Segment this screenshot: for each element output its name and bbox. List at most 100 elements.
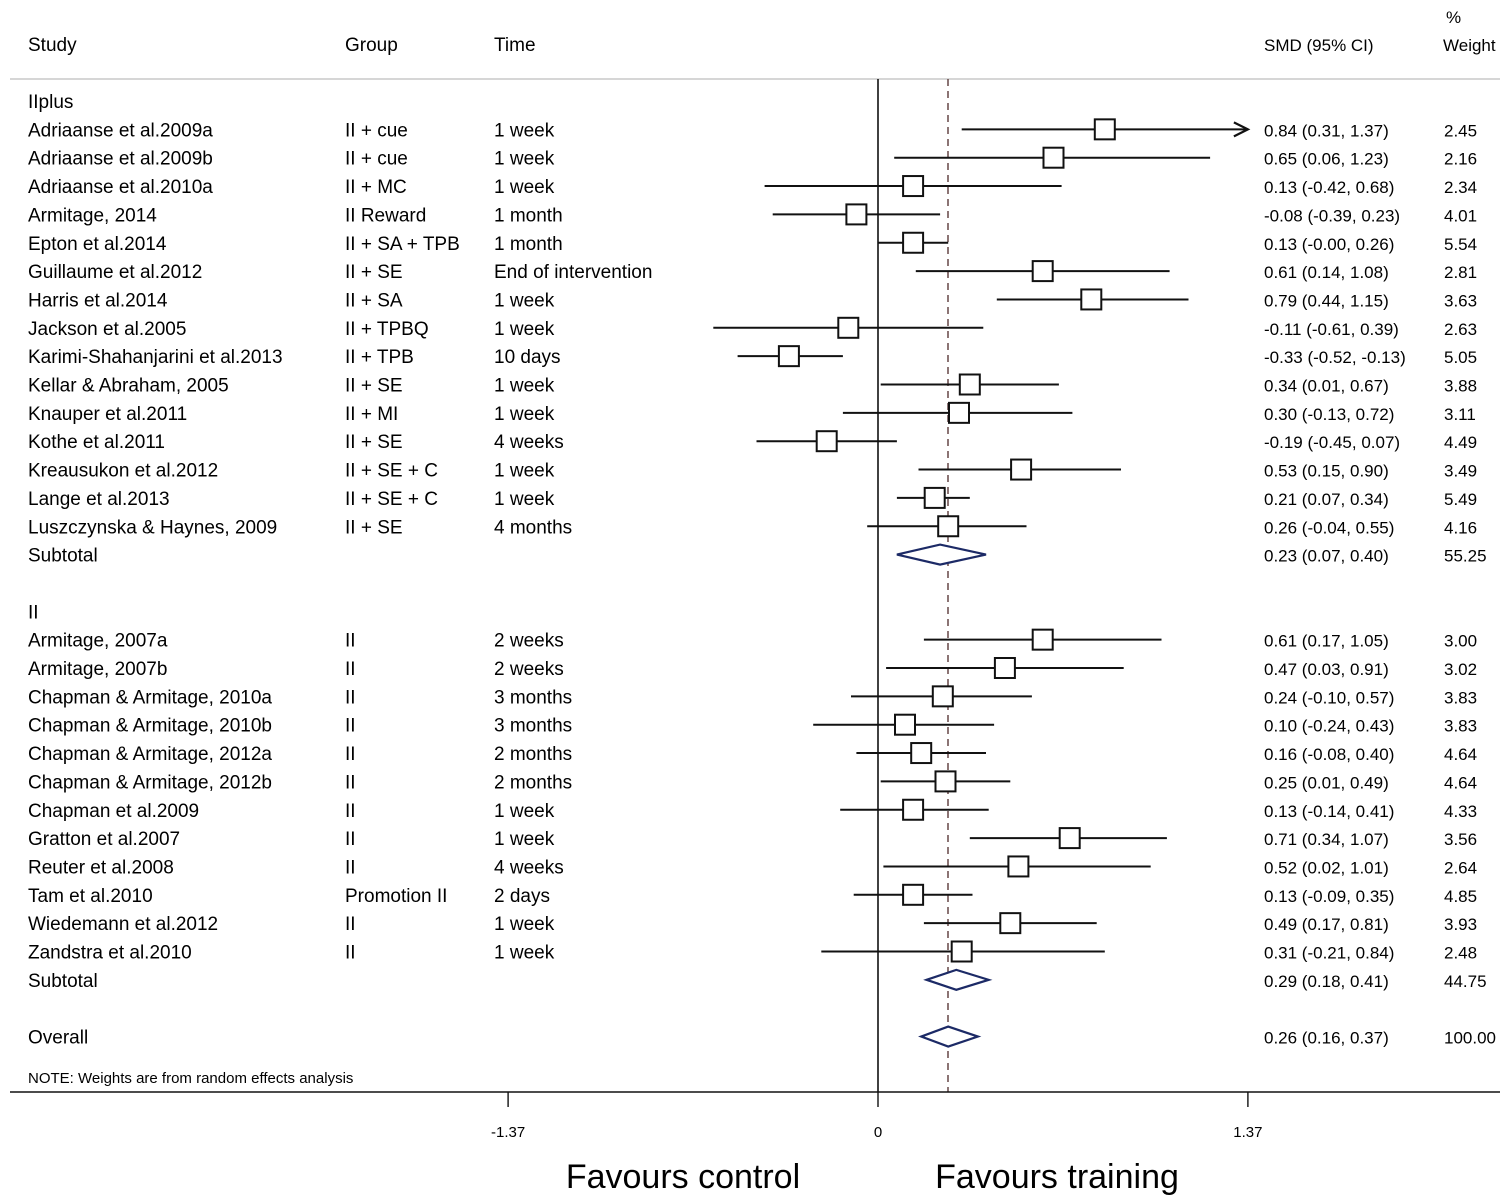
study-time: 1 week	[494, 829, 555, 850]
study-group: Promotion II	[345, 886, 447, 907]
study-name: Guillaume et al.2012	[28, 262, 202, 283]
study-group: II	[345, 857, 356, 878]
study-name: Knauper et al.2011	[28, 404, 187, 425]
study-row: Jackson et al.2005 II + TPBQ 1 week -0.11 (…	[28, 316, 1477, 340]
study-row: Tam et al.2010 Promotion II 2 days 0.13 (-0…	[28, 883, 1477, 907]
weight-value: 44.75	[1444, 972, 1487, 991]
smd-ci-value: 0.61 (0.17, 1.05)	[1264, 632, 1389, 651]
study-row: Armitage, 2007a II 2 weeks 0.61 (0.17, 1.05…	[28, 628, 1477, 652]
study-name: Chapman et al.2009	[28, 801, 199, 822]
study-name: Reuter et al.2008	[28, 857, 174, 878]
study-time: 4 weeks	[494, 432, 564, 453]
study-name: Chapman & Armitage, 2012a	[28, 744, 272, 765]
point-estimate	[931, 685, 954, 708]
x-tick-label: 0	[874, 1124, 882, 1141]
study-name: Wiedemann et al.2012	[28, 914, 218, 935]
smd-ci-value: 0.29 (0.18, 0.41)	[1264, 972, 1389, 991]
study-time: 1 week	[494, 461, 555, 482]
study-time: 1 week	[494, 914, 555, 935]
header-weight-pct: %	[1446, 8, 1461, 27]
weight-value: 100.00	[1444, 1029, 1496, 1048]
subgroup-label: II	[28, 602, 39, 623]
smd-ci-value: 0.84 (0.31, 1.37)	[1264, 121, 1389, 140]
subtotal-label: Subtotal	[28, 546, 98, 567]
weight-value: 4.64	[1444, 773, 1477, 792]
point-estimate	[837, 316, 860, 339]
study-time: 2 days	[494, 886, 550, 907]
weight-value: 3.88	[1444, 377, 1477, 396]
smd-ci-value: 0.65 (0.06, 1.23)	[1264, 150, 1389, 169]
study-name: Kellar & Abraham, 2005	[28, 376, 229, 397]
study-name: Armitage, 2007a	[28, 631, 168, 652]
smd-ci-value: 0.52 (0.02, 1.01)	[1264, 858, 1389, 877]
study-row: Adriaanse et al.2009a II + cue 1 week 0.84 …	[28, 118, 1477, 141]
study-time: 3 months	[494, 716, 572, 737]
weight-value: 5.54	[1444, 235, 1477, 254]
point-estimate	[958, 373, 981, 396]
point-estimate	[894, 713, 916, 736]
weight-value: 3.56	[1444, 830, 1477, 849]
weight-value: 2.63	[1444, 320, 1477, 339]
subtotal-row: Subtotal 0.29 (0.18, 0.41) 44.75	[28, 968, 1487, 992]
study-time: 2 weeks	[494, 659, 564, 680]
study-row: Adriaanse et al.2009b II + cue 1 week 0.65 …	[28, 146, 1477, 170]
weight-value: 2.81	[1444, 263, 1477, 282]
weight-value: 3.11	[1444, 405, 1476, 424]
study-row: Reuter et al.2008 II 4 weeks 0.52 (0.02, 1.…	[28, 855, 1477, 878]
study-row: Zandstra et al.2010 II 1 week 0.31 (-0.21, …	[28, 940, 1477, 964]
point-estimate	[845, 203, 868, 226]
point-estimate	[934, 770, 957, 793]
study-time: 1 week	[494, 801, 555, 822]
ci-arrow-icon	[1233, 121, 1251, 138]
study-group: II + TPB	[345, 347, 414, 368]
study-row: Chapman et al.2009 II 1 week 0.13 (-0.14, 0…	[28, 798, 1477, 822]
weight-value: 3.00	[1444, 632, 1477, 651]
x-tick-label: -1.37	[491, 1124, 525, 1141]
study-name: Adriaanse et al.2009b	[28, 149, 213, 170]
overall-label: Overall	[28, 1028, 88, 1049]
smd-ci-value: 0.79 (0.44, 1.15)	[1264, 291, 1389, 310]
smd-ci-value: 0.47 (0.03, 0.91)	[1264, 660, 1389, 679]
weight-value: 2.16	[1444, 150, 1477, 169]
point-estimate	[1010, 458, 1033, 481]
study-row: Kellar & Abraham, 2005 II + SE 1 week 0.34 …	[28, 373, 1477, 397]
study-row: Kreausukon et al.2012 II + SE + C 1 week 0.…	[28, 458, 1477, 482]
overall-row: Overall 0.26 (0.16, 0.37) 100.00	[28, 1025, 1496, 1049]
smd-ci-value: 0.10 (-0.24, 0.43)	[1264, 717, 1394, 736]
weights-note: NOTE: Weights are from random effects an…	[28, 1070, 353, 1087]
smd-ci-value: 0.49 (0.17, 0.81)	[1264, 915, 1389, 934]
point-estimate	[950, 940, 973, 963]
weight-value: 2.64	[1444, 858, 1477, 877]
column-header: Study Group Time SMD (95% CI) % Weight	[28, 8, 1496, 56]
header-time: Time	[494, 35, 536, 56]
study-group: II Reward	[345, 205, 426, 226]
study-time: 4 months	[494, 517, 572, 538]
smd-ci-value: 0.25 (0.01, 0.49)	[1264, 773, 1389, 792]
study-time: 1 week	[494, 290, 555, 311]
weight-value: 5.49	[1444, 490, 1477, 509]
study-row: Lange et al.2013 II + SE + C 1 week 0.21 (0…	[28, 486, 1477, 510]
point-estimate	[902, 798, 925, 821]
study-name: Armitage, 2014	[28, 205, 157, 226]
study-name: Zandstra et al.2010	[28, 943, 192, 964]
favours-training-label: Favours training	[935, 1158, 1179, 1196]
study-row: Kothe et al.2011 II + SE 4 weeks -0.19 (-0.…	[28, 430, 1477, 453]
study-row: Armitage, 2014 II Reward 1 month -0.08 (-0.…	[28, 203, 1477, 226]
study-row: Gratton et al.2007 II 1 week 0.71 (0.34, 1.…	[28, 827, 1477, 850]
point-estimate	[902, 231, 925, 254]
favours-control-label: Favours control	[566, 1158, 800, 1196]
study-row: Chapman & Armitage, 2010b II 3 months 0.10 …	[28, 713, 1477, 737]
study-group: II	[345, 744, 356, 765]
study-time: 1 week	[494, 489, 555, 510]
point-estimate	[1058, 827, 1081, 850]
weight-value: 55.25	[1444, 547, 1487, 566]
subtotal-diamond	[923, 968, 993, 992]
study-name: Epton et al.2014	[28, 234, 167, 255]
study-name: Chapman & Armitage, 2010b	[28, 716, 272, 737]
point-estimate	[1080, 288, 1103, 311]
study-group: II + SA + TPB	[345, 234, 460, 255]
study-time: 1 week	[494, 943, 555, 964]
study-name: Chapman & Armitage, 2010a	[28, 687, 272, 708]
weight-value: 3.83	[1444, 688, 1477, 707]
